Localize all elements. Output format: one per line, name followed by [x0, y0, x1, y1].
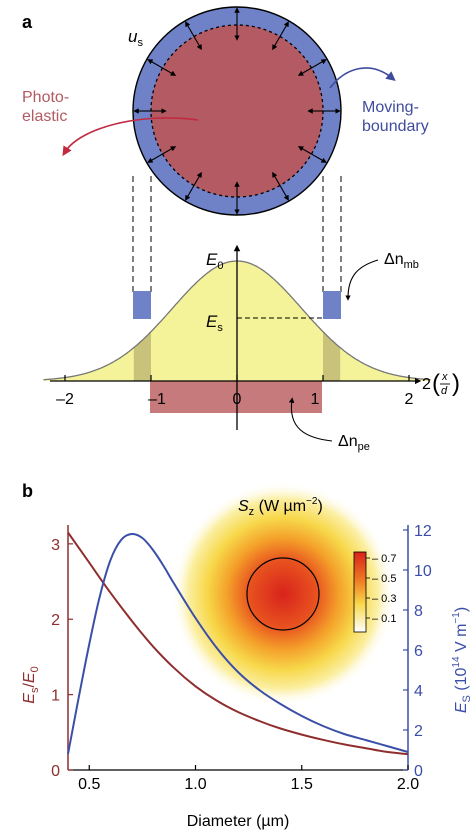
inward-arrow	[159, 66, 177, 76]
y-tick-label-right: 6	[414, 643, 423, 660]
dn-pe-label: Δnpe	[338, 433, 370, 453]
moving-boundary-arrow	[329, 67, 396, 89]
x-tick-label: 0.5	[78, 776, 100, 793]
dn-mb-label: Δnmb	[384, 251, 419, 271]
e0-label: E0	[206, 250, 223, 272]
inward-arrow	[192, 33, 202, 51]
sz-title: Sz (W µm−2)	[238, 496, 323, 518]
displacement-arrows	[133, 7, 341, 215]
y-tick-label-right: 8	[414, 603, 423, 620]
y-tick-label-left: 1	[51, 688, 60, 705]
outward-arrow	[313, 59, 327, 67]
inward-arrow	[297, 146, 315, 156]
svg-text:(: (	[432, 370, 440, 397]
outward-arrow	[185, 21, 193, 35]
y-axis-title-left: Es/E0	[21, 666, 41, 703]
profile-x-tick-label: –2	[56, 391, 74, 408]
svg-text:2: 2	[422, 376, 431, 393]
outward-arrow	[281, 187, 289, 201]
field-profile-plot: –2 –1 0 1 2	[43, 244, 431, 430]
y-tick-label-right: 2	[414, 723, 423, 740]
moving-boundary-label: Moving- boundary	[362, 99, 429, 135]
y-tick-label-right: 0	[414, 763, 423, 780]
outward-arrow	[281, 21, 289, 35]
mb-bar-right	[323, 291, 341, 319]
colorbar-tick-label: – 0.1	[372, 613, 396, 625]
outward-arrow	[147, 155, 161, 163]
colorbar-tick-label: – 0.7	[372, 553, 396, 565]
dn-pe-arrow	[288, 397, 333, 442]
panel-b-label: b	[22, 481, 33, 501]
y-tick-label-left: 0	[51, 763, 60, 780]
panel-a-label: a	[22, 12, 33, 32]
series	[67, 531, 409, 756]
sz-heatmap	[171, 482, 395, 706]
x-tick-label: 1.0	[184, 776, 206, 793]
inward-arrow	[192, 171, 202, 189]
profile-x-ticks: –2 –1 0 1 2	[56, 375, 414, 408]
inward-arrow	[272, 171, 282, 189]
outward-arrow	[185, 187, 193, 201]
y-axis-title-right: ES (1014 V m−1)	[451, 607, 473, 713]
x-tick-label: 1.5	[291, 776, 313, 793]
photoelastic-label: Photo- elastic	[22, 89, 74, 125]
outward-arrow	[313, 155, 327, 163]
outward-arrow	[147, 59, 161, 67]
us-label: us	[128, 27, 143, 49]
y-tick-label-right: 10	[414, 563, 432, 580]
y-tick-label-left: 3	[51, 537, 60, 554]
profile-x-tick-label: 2	[405, 391, 414, 408]
svg-text:d: d	[441, 385, 448, 397]
y-ticks-right: 0 2 4 6 8 10 12	[403, 523, 432, 780]
inward-arrow	[297, 66, 315, 76]
mb-bar-left	[133, 291, 151, 319]
svg-text:): )	[452, 370, 460, 397]
y-tick-label-right: 12	[414, 523, 432, 540]
panel-a: a us Photo- elastic Moving- boundary	[22, 6, 460, 453]
profile-x-tick-label: 0	[233, 391, 242, 408]
inward-arrow	[159, 146, 177, 156]
dn-mb-arrow	[345, 259, 379, 301]
svg-text:ES (1014 V m−1): ES (1014 V m−1)	[451, 607, 473, 713]
y-tick-label-left: 2	[51, 612, 60, 629]
svg-text:Es/E0: Es/E0	[21, 666, 41, 703]
y-ticks-left: 0 1 2 3	[51, 537, 73, 780]
photoelastic-core	[151, 25, 323, 197]
profile-x-axis-label: 2 ( x d )	[422, 370, 460, 397]
photoelastic-arrow	[62, 117, 199, 157]
es-label: Es	[206, 312, 223, 334]
inward-arrow	[272, 33, 282, 51]
pe-region-rect	[150, 381, 322, 413]
x-tick-label: 2.0	[397, 776, 419, 793]
sz-fiber-outline	[246, 557, 320, 631]
colorbar-ticks: – 0.7 – 0.5 – 0.3 – 0.1	[366, 553, 396, 625]
overlap-fill-right	[323, 331, 341, 381]
colorbar-tick-label: – 0.5	[372, 573, 396, 585]
svg-text:x: x	[441, 371, 448, 383]
colorbar-tick-label: – 0.3	[372, 593, 396, 605]
sz-inset: – 0.7 – 0.5 – 0.3 – 0.1 Sz (W µm−2)	[171, 482, 396, 706]
overlap-fill-left	[133, 331, 151, 381]
y-tick-label-right: 4	[414, 683, 423, 700]
x-axis-title: Diameter (µm)	[187, 813, 290, 830]
es-absolute-line	[67, 532, 409, 755]
profile-x-tick-label: –1	[148, 391, 166, 408]
colorbar	[353, 551, 367, 633]
es-ratio-line	[67, 531, 409, 756]
x-ticks: 0.5 1.0 1.5 2.0	[78, 765, 419, 793]
profile-x-tick-label: 1	[311, 391, 320, 408]
panel-b: b – 0.7 – 0.5 – 0.3 – 0.1 Sz (W µm−2) 0.5 1.…	[21, 481, 473, 830]
